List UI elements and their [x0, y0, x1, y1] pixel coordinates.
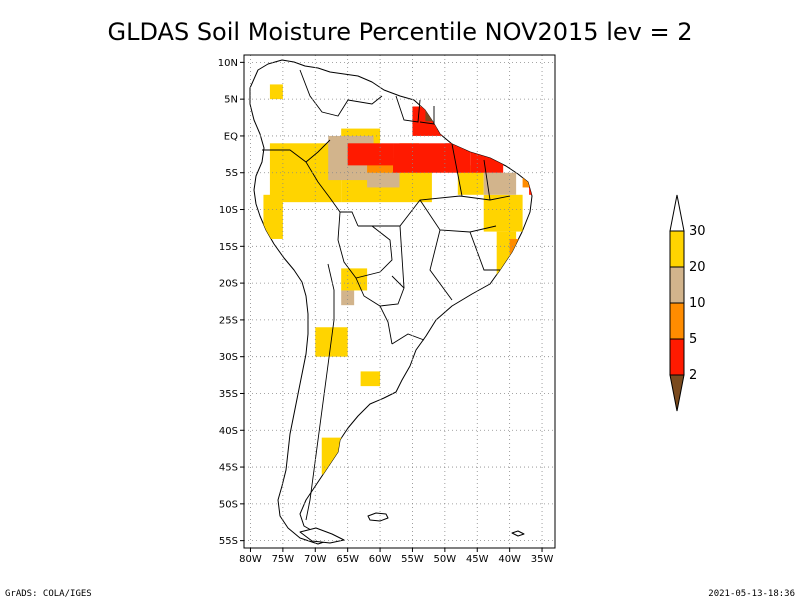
colorbar-label: 20: [689, 260, 706, 275]
longitude-axis: 80W 75W 70W 65W 60W 55W 50W 45W 40W 35W: [239, 548, 553, 565]
lat-tick-label: 10N: [218, 58, 238, 69]
lat-tick-label: 20S: [219, 279, 238, 290]
percentile-cell-p30: [341, 268, 368, 291]
lon-tick-label: 65W: [336, 554, 359, 565]
colorbar-label: 30: [689, 224, 706, 239]
lat-tick-label: 35S: [219, 389, 238, 400]
map-title: GLDAS Soil Moisture Percentile NOV2015 l…: [108, 18, 693, 46]
footer-left: GrADS: COLA/IGES: [5, 589, 92, 599]
falkland-islands: [367, 512, 389, 522]
country-borders: [262, 69, 511, 521]
border-chile-argentina: [305, 263, 335, 521]
border-paraguay: [355, 275, 405, 307]
colorbar-label: 5: [689, 332, 697, 347]
lon-tick-label: 80W: [239, 554, 262, 565]
lon-tick-label: 40W: [498, 554, 521, 565]
colorbar-segment: [669, 266, 685, 304]
percentile-cell-p5: [347, 143, 394, 166]
border-brazil-uruguay: [391, 333, 425, 345]
colorbar-segment: [669, 230, 685, 268]
lat-tick-label: 55S: [219, 536, 238, 547]
map-plot-area: [243, 54, 556, 549]
lon-tick-label: 70W: [304, 554, 327, 565]
colorbar-segment: [669, 302, 685, 340]
colorbar-segment: [669, 338, 685, 376]
border-peru-brazil: [305, 161, 359, 227]
percentile-cell-p20: [483, 172, 517, 195]
map-frame: [243, 54, 556, 549]
lat-tick-label: 15S: [219, 242, 238, 253]
colorbar-bottom-arrow: [669, 374, 685, 412]
lat-tick-label: 45S: [219, 463, 238, 474]
lat-tick-label: 30S: [219, 352, 238, 363]
lon-tick-label: 45W: [466, 554, 489, 565]
colorbar-top-arrow: [669, 194, 685, 232]
footer-right: 2021-05-13-18:36: [708, 589, 795, 599]
lat-tick-label: 5N: [224, 95, 238, 106]
border-venezuela-guyana: [347, 95, 383, 105]
border-guianas: [395, 95, 435, 125]
border-colombia-venezuela: [299, 69, 349, 117]
percentile-cell-p30: [269, 84, 283, 100]
lat-tick-label: 10S: [219, 205, 238, 216]
percentile-cell-p20: [341, 290, 355, 306]
lat-tick-label: 25S: [219, 315, 238, 326]
lon-tick-label: 55W: [401, 554, 424, 565]
brazil-states: [360, 143, 511, 301]
latitude-axis: 10N 5N EQ 5S 10S 15S 20S 25S 30S 35S 40S 45S 50S 55S: [218, 58, 244, 547]
lon-tick-label: 35W: [531, 554, 554, 565]
lon-tick-label: 75W: [272, 554, 295, 565]
colorbar: 30 20 10 5 2: [669, 194, 706, 412]
percentile-cell-p30: [263, 194, 283, 239]
colorbar-label: 10: [689, 296, 706, 311]
border-argentina-brazil: [379, 305, 393, 345]
lat-tick-label: 5S: [225, 168, 238, 179]
lon-tick-label: 50W: [434, 554, 457, 565]
lon-tick-label: 60W: [369, 554, 392, 565]
percentile-cell-p30: [360, 371, 381, 387]
lat-tick-label: 50S: [219, 499, 238, 510]
south-georgia-island: [511, 530, 525, 537]
lat-tick-label: 40S: [219, 426, 238, 437]
lat-tick-label: EQ: [224, 131, 238, 142]
percentile-cell-p20: [367, 172, 400, 188]
percentile-cell-p30: [483, 194, 523, 232]
colorbar-label: 2: [689, 368, 697, 383]
